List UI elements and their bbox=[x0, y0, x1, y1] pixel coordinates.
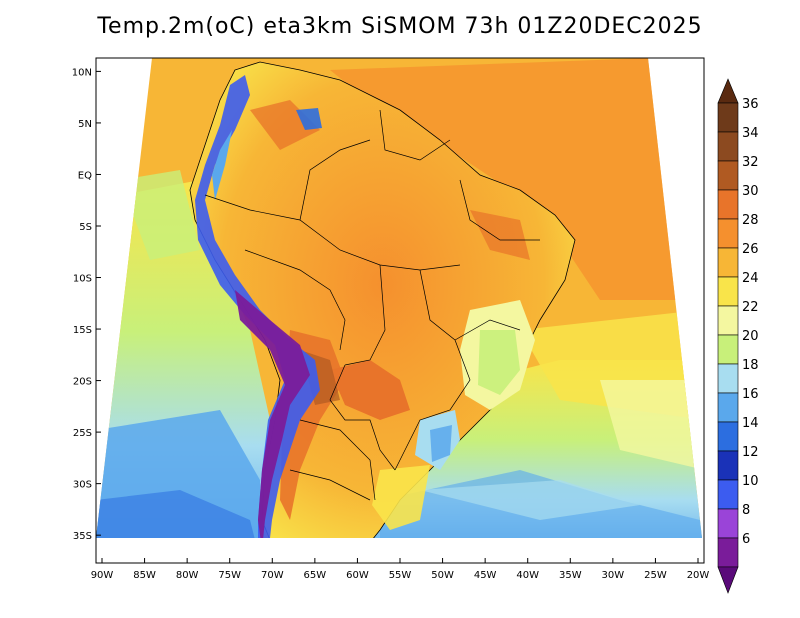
colorbar-label: 32 bbox=[742, 155, 759, 170]
colorbar-label: 14 bbox=[742, 416, 759, 431]
colorbar: 36 34 32 30 28 26 24 22 20 18 16 14 12 10 8 6 bbox=[717, 78, 759, 594]
lat-tick-label: 10S bbox=[73, 274, 92, 285]
colorbar-label: 30 bbox=[742, 184, 759, 199]
latitude-axis: 10N 5N EQ 5S 10S 15S 20S 25S 30S 35S bbox=[72, 67, 101, 542]
colorbar-swatch bbox=[717, 160, 739, 191]
colorbar-label: 6 bbox=[742, 532, 750, 547]
colorbar-swatch bbox=[717, 421, 739, 452]
lat-tick-label: 35S bbox=[73, 531, 92, 542]
colorbar-swatch bbox=[717, 218, 739, 249]
colorbar-label: 36 bbox=[742, 97, 759, 112]
colorbar-top-arrow bbox=[717, 78, 739, 104]
map-frame bbox=[95, 57, 705, 564]
colorbar-label: 20 bbox=[742, 329, 759, 344]
lon-tick-label: 65W bbox=[304, 570, 327, 581]
colorbar-swatch bbox=[717, 392, 739, 423]
lat-tick-label: 5S bbox=[79, 222, 92, 233]
lat-tick-label: EQ bbox=[78, 170, 92, 181]
lon-tick-label: 30W bbox=[602, 570, 625, 581]
lon-tick-label: 75W bbox=[218, 570, 241, 581]
colorbar-label: 18 bbox=[742, 358, 759, 373]
lat-tick-label: 30S bbox=[73, 480, 92, 491]
colorbar-swatch bbox=[717, 247, 739, 278]
colorbar-swatch bbox=[717, 334, 739, 365]
lat-tick-label: 10N bbox=[72, 67, 92, 78]
country-borders bbox=[204, 109, 540, 501]
lon-tick-label: 20W bbox=[687, 570, 710, 581]
lat-tick-label: 20S bbox=[73, 377, 92, 388]
colorbar-swatch bbox=[717, 479, 739, 510]
lon-tick-label: 85W bbox=[133, 570, 156, 581]
colorbar-swatch bbox=[717, 131, 739, 162]
lon-tick-label: 55W bbox=[389, 570, 412, 581]
lat-tick-label: 25S bbox=[73, 428, 92, 439]
colorbar-label: 16 bbox=[742, 387, 759, 402]
colorbar-label: 22 bbox=[742, 300, 759, 315]
colorbar-label: 8 bbox=[742, 503, 750, 518]
colorbar-swatch bbox=[717, 508, 739, 539]
lon-tick-label: 60W bbox=[346, 570, 369, 581]
longitude-axis: 90W 85W 80W 75W 70W 65W 60W 55W 50W 45W 40W 35W 30W 2… bbox=[91, 558, 710, 581]
lon-tick-label: 25W bbox=[644, 570, 667, 581]
colorbar-swatch bbox=[717, 450, 739, 481]
lon-tick-label: 80W bbox=[176, 570, 199, 581]
colorbar-label: 28 bbox=[742, 213, 759, 228]
colorbar-swatch bbox=[717, 363, 739, 394]
lon-tick-label: 35W bbox=[559, 570, 582, 581]
map-title: Temp.2m(oC) eta3km SiSMOM 73h 01Z20DEC20… bbox=[97, 14, 703, 39]
colorbar-label: 34 bbox=[742, 126, 759, 141]
colorbar-label: 10 bbox=[742, 474, 759, 489]
colorbar-label: 26 bbox=[742, 242, 759, 257]
lon-tick-label: 70W bbox=[261, 570, 284, 581]
colorbar-bottom-arrow bbox=[717, 566, 739, 594]
lat-tick-label: 15S bbox=[73, 325, 92, 336]
lon-tick-label: 50W bbox=[431, 570, 454, 581]
colorbar-swatch bbox=[717, 102, 739, 133]
lon-tick-label: 45W bbox=[474, 570, 497, 581]
colorbar-label: 24 bbox=[742, 271, 759, 286]
lon-tick-label: 90W bbox=[91, 570, 114, 581]
colorbar-swatch bbox=[717, 305, 739, 336]
lon-tick-label: 40W bbox=[516, 570, 539, 581]
lat-tick-label: 5N bbox=[78, 119, 92, 130]
colorbar-label: 12 bbox=[742, 445, 759, 460]
map-field bbox=[96, 58, 702, 538]
colorbar-swatch bbox=[717, 189, 739, 220]
colorbar-swatch bbox=[717, 276, 739, 307]
colorbar-swatch bbox=[717, 537, 739, 568]
